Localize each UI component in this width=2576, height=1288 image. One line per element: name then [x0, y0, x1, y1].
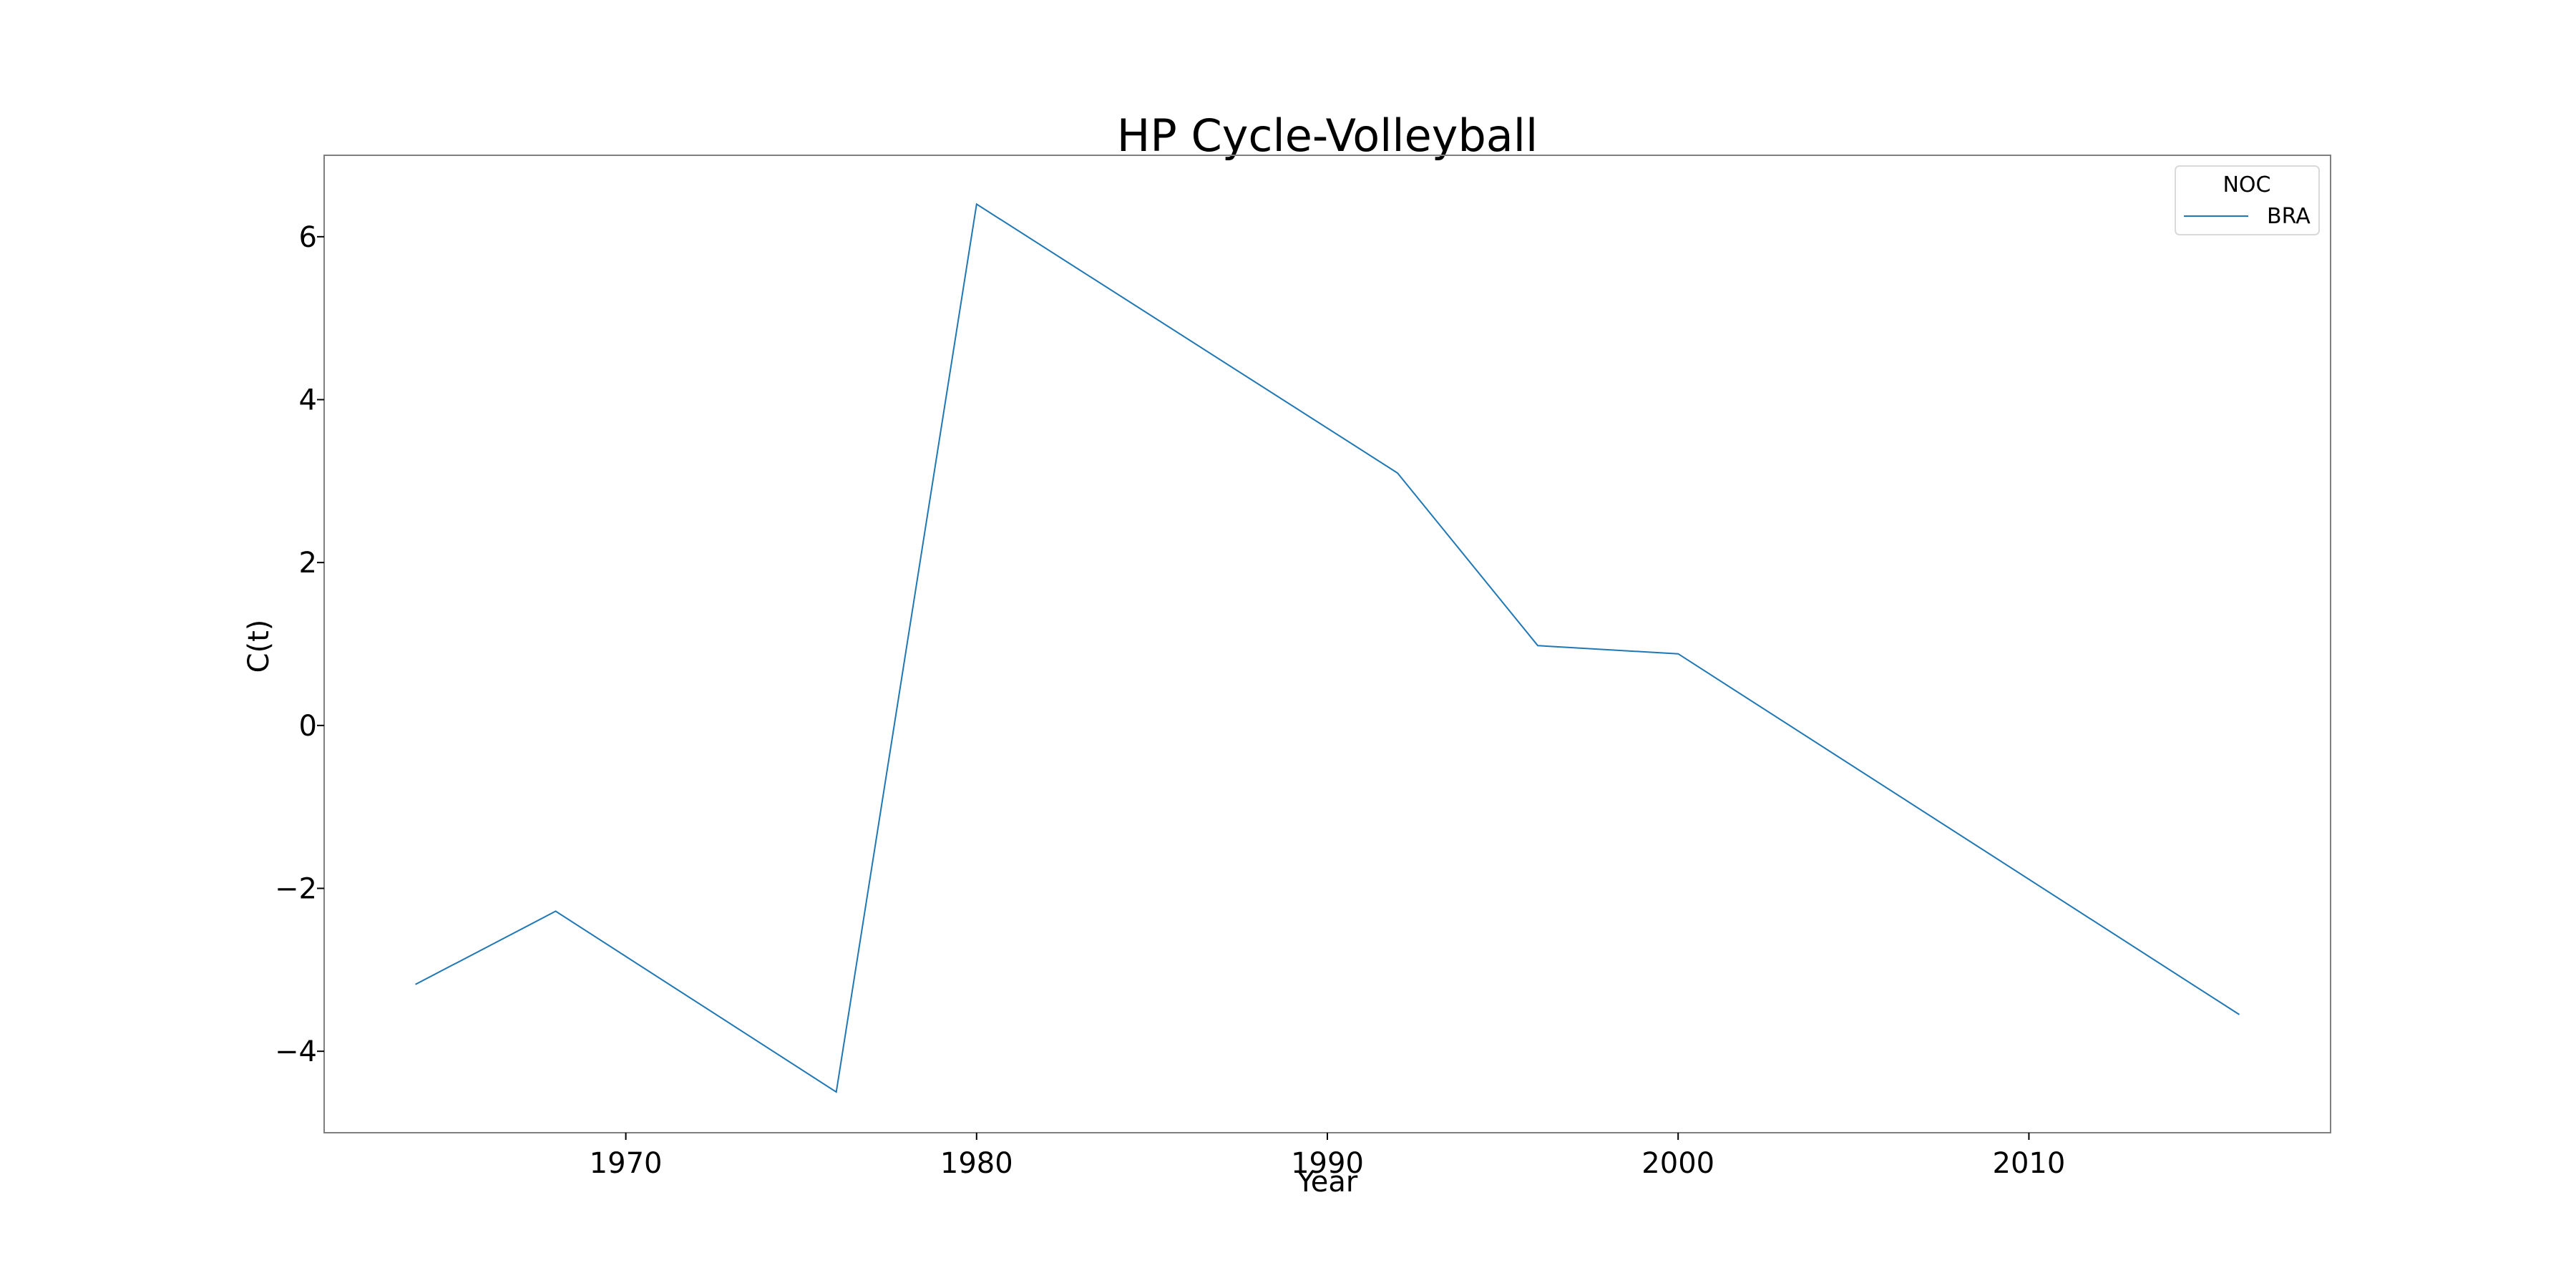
x-tick-label: 1980 — [940, 1147, 1013, 1180]
series-line-bra — [415, 203, 2240, 1093]
x-tick-label: 1970 — [590, 1147, 663, 1180]
y-tick-label: −2 — [275, 873, 317, 906]
legend-box — [2175, 165, 2320, 235]
legend-label-bra: BRA — [2267, 204, 2311, 229]
y-tick-label: 6 — [299, 221, 317, 254]
legend: NOC BRA — [2175, 165, 2320, 235]
plot-area: 1970 1980 1990 2000 2010 −4 −2 0 2 4 6 — [275, 155, 2331, 1180]
x-axis-ticks: 1970 1980 1990 2000 2010 — [590, 1133, 2066, 1180]
y-tick-label: 4 — [299, 384, 317, 417]
x-tick-label: 2010 — [1993, 1147, 2066, 1180]
y-tick-label: −4 — [275, 1035, 317, 1068]
series-layer — [415, 203, 2240, 1093]
plot-frame — [323, 155, 2331, 1133]
x-tick-label: 2000 — [1641, 1147, 1714, 1180]
x-tick-label: 1990 — [1291, 1147, 1364, 1180]
y-axis-ticks: −4 −2 0 2 4 6 — [275, 221, 324, 1068]
y-axis-label: C(t) — [243, 620, 275, 673]
y-tick-label: 0 — [299, 710, 317, 743]
y-tick-label: 2 — [299, 547, 317, 580]
x-axis-label: Year — [1297, 1166, 1358, 1199]
chart-title: HP Cycle-Volleyball — [1117, 109, 1538, 162]
legend-title: NOC — [2223, 172, 2270, 197]
